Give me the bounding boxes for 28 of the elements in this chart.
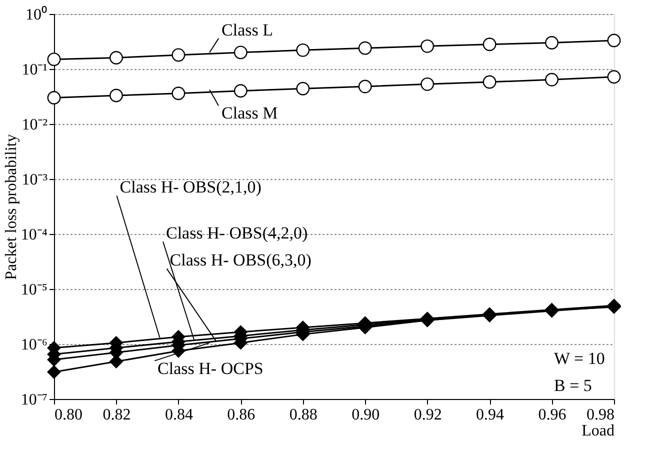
y-tick-label: 10⁻⁷ bbox=[20, 392, 48, 408]
y-tick-label: 10⁻⁴ bbox=[20, 226, 48, 244]
annotation: Class M bbox=[222, 104, 278, 123]
annotation: Class H- OBS(2,1,0) bbox=[120, 178, 262, 197]
x-tick-label: 0.88 bbox=[289, 406, 318, 424]
x-tick-label: 0.80 bbox=[54, 406, 82, 424]
x-tick-label: 0.84 bbox=[164, 406, 193, 424]
y-tick-label: 10⁰ bbox=[26, 6, 48, 24]
annotation: Class H- OBS(6,3,0) bbox=[170, 250, 312, 270]
x-axis-title: Load bbox=[582, 422, 614, 440]
y-tick-label: 10⁻² bbox=[22, 116, 48, 134]
annotation: B = 5 bbox=[554, 376, 592, 395]
x-tick-label: 0.82 bbox=[102, 406, 131, 424]
x-tick-label: 0.94 bbox=[476, 406, 504, 424]
x-tick-label: 0.92 bbox=[414, 406, 442, 424]
y-tick-label: 10⁻¹ bbox=[22, 62, 48, 78]
y-tick-label: 10⁻⁵ bbox=[20, 282, 48, 298]
annotation: Class L bbox=[222, 20, 274, 40]
annotation: Class H- OBS(4,2,0) bbox=[166, 224, 308, 243]
x-tick-label: 0.86 bbox=[227, 406, 256, 424]
x-tick-label: 0.90 bbox=[352, 406, 380, 424]
x-tick-label: 0.96 bbox=[538, 406, 566, 424]
y-tick-label: 10⁻⁶ bbox=[20, 336, 48, 354]
annotation: Class H- OCPS bbox=[158, 358, 264, 378]
y-tick-label: 10⁻³ bbox=[22, 172, 48, 188]
annotation: W = 10 bbox=[554, 349, 605, 368]
x-tick-label: 0.98 bbox=[586, 406, 614, 424]
y-axis-title: Packet loss probability bbox=[2, 134, 20, 280]
